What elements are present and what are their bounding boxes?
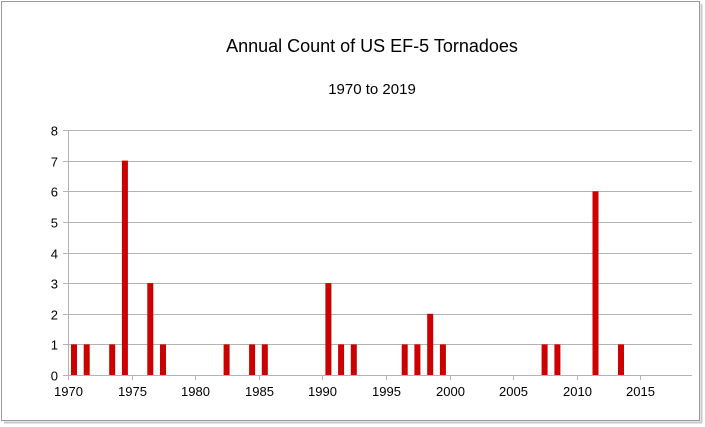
y-tick-label: 8 (51, 124, 58, 139)
bar-1990 (325, 283, 332, 375)
x-tick-label: 2005 (499, 384, 528, 399)
bar-1985 (261, 344, 268, 375)
y-tick-label: 5 (51, 216, 58, 231)
bar-1982 (223, 344, 230, 375)
x-tick-label: 1970 (54, 384, 83, 399)
chart-border (1, 1, 700, 421)
bar-1971 (83, 344, 90, 375)
y-tick-label: 7 (51, 155, 58, 170)
x-axis-ticks: 1970 1975 1980 1985 1990 1995 2000 2005 2010 2015 (54, 375, 655, 399)
y-axis-ticks: 0 1 2 3 4 5 6 7 8 (51, 124, 68, 384)
gridlines (68, 130, 692, 345)
y-tick-label: 6 (51, 185, 58, 200)
x-tick-label: 2010 (563, 384, 592, 399)
chart-title: Annual Count of US EF-5 Tornadoes (226, 36, 518, 56)
bar-2011 (592, 191, 599, 376)
x-tick-label: 2015 (626, 384, 655, 399)
bar-1984 (249, 344, 256, 375)
x-tick-label: 2000 (436, 384, 465, 399)
bar-2013 (618, 344, 624, 375)
bar-1997 (414, 344, 421, 375)
axes (68, 130, 692, 376)
x-tick-label: 1985 (245, 384, 274, 399)
x-tick-label: 1990 (308, 384, 337, 399)
bar-1999 (439, 344, 446, 375)
bar-1996 (401, 344, 408, 375)
y-tick-label: 4 (51, 247, 58, 262)
y-tick-label: 0 (51, 369, 58, 384)
bar-1970 (71, 344, 77, 375)
bar-1976 (147, 283, 154, 375)
y-tick-label: 1 (51, 338, 58, 353)
bar-1991 (338, 344, 345, 375)
bar-1977 (160, 344, 166, 375)
bar-1973 (109, 344, 116, 375)
bar-2008 (554, 344, 561, 375)
bar-1992 (350, 344, 357, 375)
y-tick-label: 2 (51, 308, 58, 323)
bar-1998 (427, 313, 434, 376)
y-tick-label: 3 (51, 277, 58, 292)
x-tick-label: 1995 (372, 384, 401, 399)
x-tick-label: 1975 (118, 384, 147, 399)
chart-subtitle: 1970 to 2019 (328, 81, 416, 98)
bars (71, 160, 624, 376)
bar-1974 (121, 160, 128, 375)
x-tick-label: 1980 (181, 384, 210, 399)
bar-2007 (541, 344, 548, 375)
